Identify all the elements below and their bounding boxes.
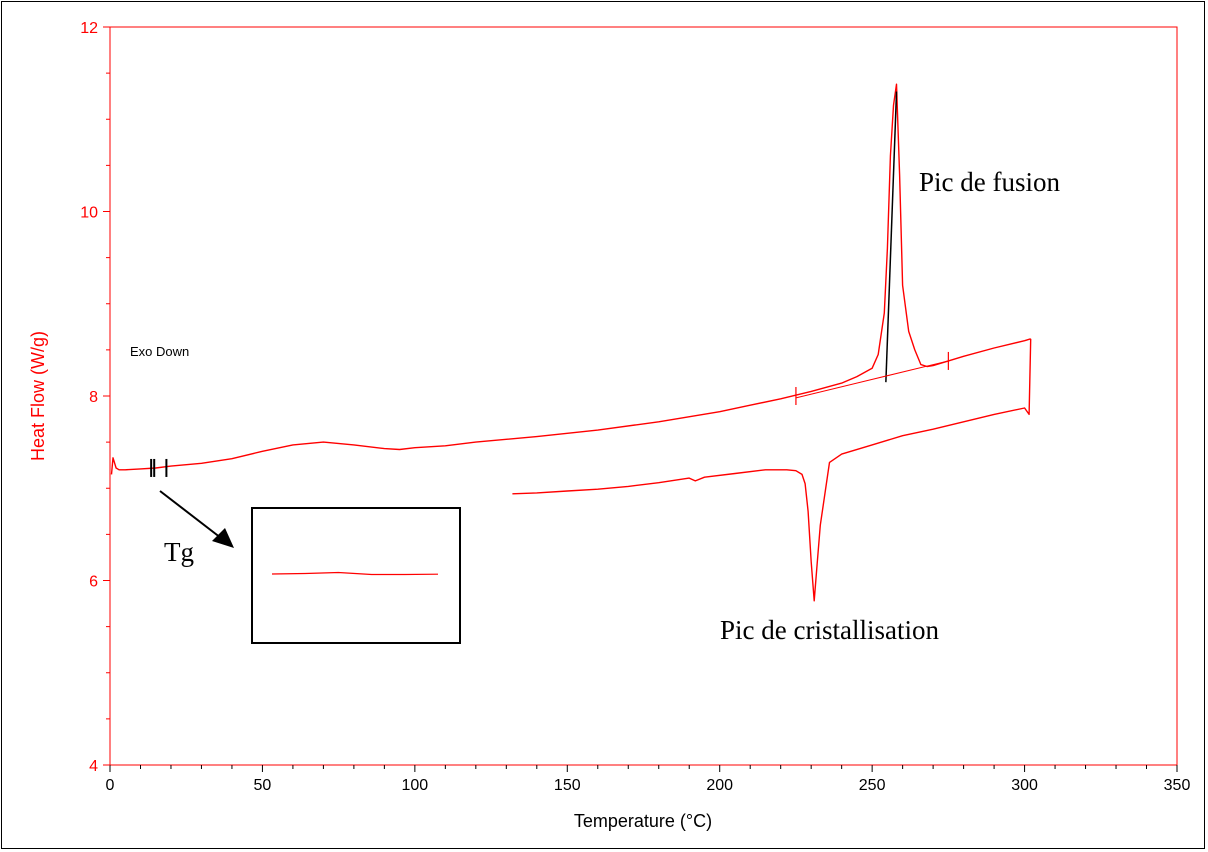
- tg-label: Tg: [164, 537, 194, 567]
- y-tick-label: 4: [89, 758, 98, 775]
- y-axis-ticks: 4 6 8 10 12: [80, 20, 110, 775]
- x-tick-label: 150: [554, 777, 581, 794]
- marks-layer: [150, 91, 949, 477]
- inset-box: [251, 507, 461, 644]
- tg-arrow-head: [212, 528, 234, 548]
- x-tick-label: 100: [402, 777, 429, 794]
- x-axis-ticks: 0 50 100 150 200 250 300 350: [106, 765, 1191, 794]
- x-axis-title: Temperature (°C): [574, 811, 712, 831]
- y-tick-label: 8: [89, 389, 98, 406]
- fusion-peak-label: Pic de fusion: [919, 167, 1060, 197]
- crystallisation-peak-label: Pic de cristallisation: [720, 615, 939, 645]
- y-tick-label: 6: [89, 574, 98, 591]
- integration-baseline: [795, 360, 949, 399]
- y-axis-title: Heat Flow (W/g): [28, 331, 48, 461]
- dsc-curve-cooling: [512, 338, 1032, 602]
- x-tick-label: 300: [1011, 777, 1038, 794]
- x-tick-label: 350: [1164, 777, 1191, 794]
- x-tick-label: 250: [859, 777, 886, 794]
- tg-arrow-line: [159, 490, 222, 539]
- onset-tangent-line: [885, 91, 898, 383]
- y-tick-label: 10: [80, 205, 98, 222]
- exo-down-label: Exo Down: [130, 344, 189, 359]
- x-tick-label: 0: [106, 777, 115, 794]
- x-tick-label: 50: [254, 777, 272, 794]
- series-layer: [110, 83, 1032, 602]
- inset-layer: [271, 571, 439, 576]
- y-tick-label: 12: [80, 20, 98, 37]
- inset-curve: [271, 571, 439, 576]
- x-tick-label: 200: [706, 777, 733, 794]
- dsc-curve-heating: [110, 83, 1031, 475]
- plot-area: [109, 26, 1178, 766]
